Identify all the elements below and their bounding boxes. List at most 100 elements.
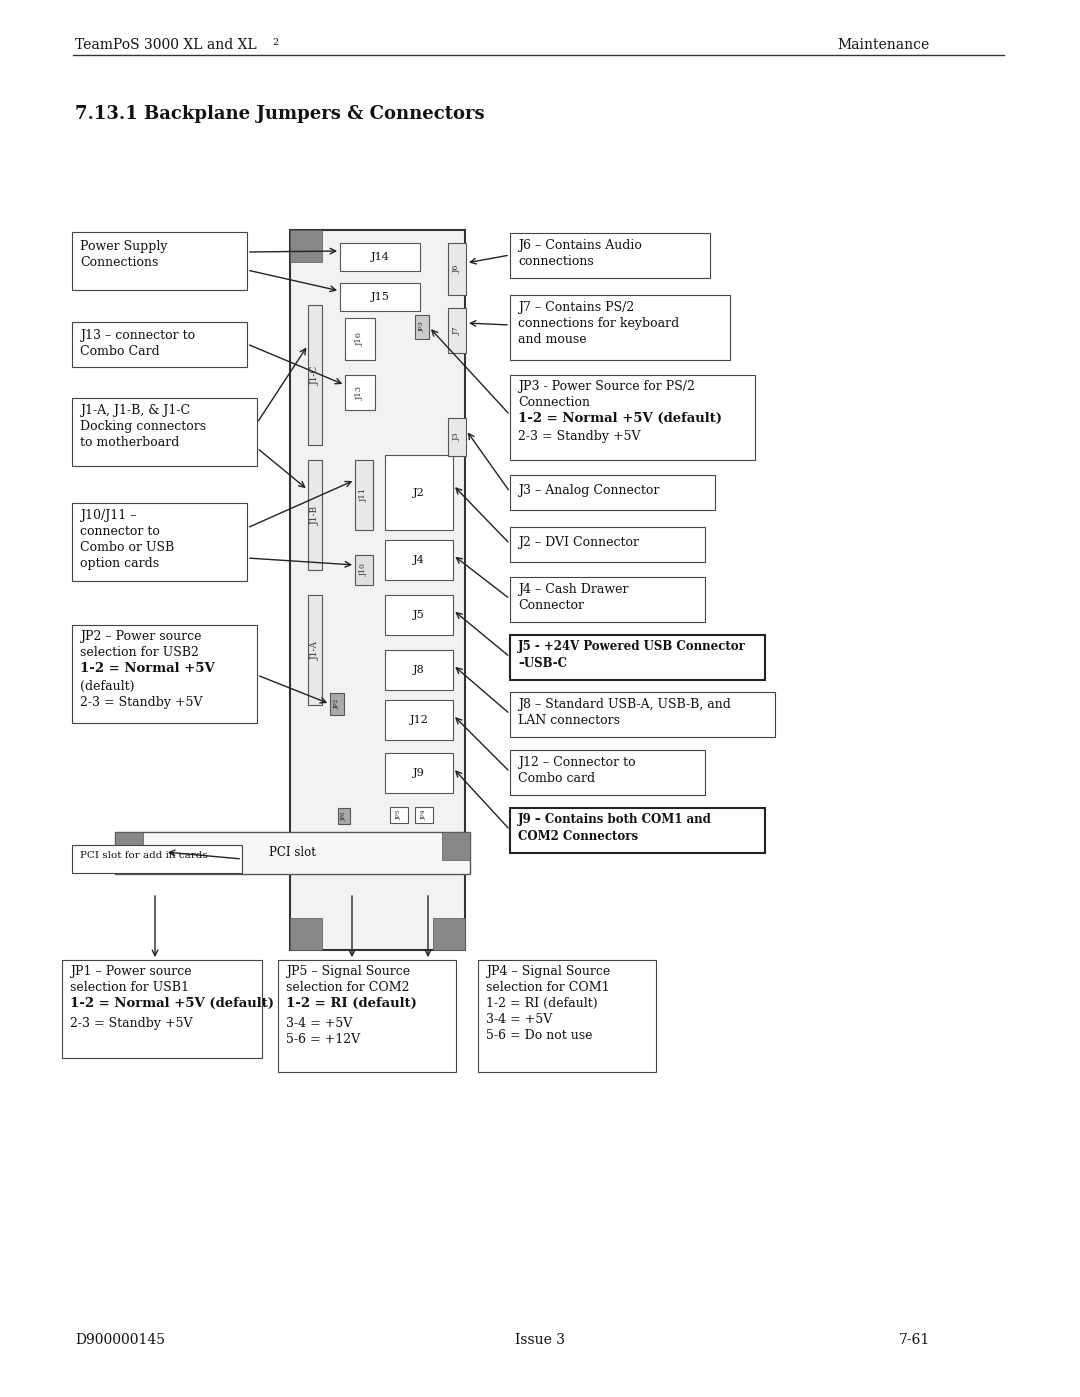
Text: Connections: Connections — [80, 256, 159, 270]
Text: 1-2 = Normal +5V (default): 1-2 = Normal +5V (default) — [518, 412, 723, 425]
Bar — [72, 503, 247, 581]
Text: J15: J15 — [370, 292, 390, 302]
Text: JP6: JP6 — [341, 812, 347, 821]
Bar — [278, 960, 456, 1071]
Bar — [510, 750, 705, 795]
Text: J10: J10 — [360, 563, 368, 577]
Bar — [340, 243, 420, 271]
Text: selection for USB2: selection for USB2 — [80, 645, 199, 659]
Text: and mouse: and mouse — [518, 332, 586, 346]
Text: 3-4 = +5V: 3-4 = +5V — [286, 1017, 352, 1030]
Text: Maintenance: Maintenance — [838, 38, 930, 52]
Bar — [72, 321, 247, 367]
Text: selection for COM2: selection for COM2 — [286, 981, 409, 995]
Text: J13: J13 — [356, 386, 364, 400]
Text: J1-A, J1-B, & J1-C: J1-A, J1-B, & J1-C — [80, 404, 190, 416]
Text: connections: connections — [518, 256, 594, 268]
Text: J2: J2 — [414, 488, 424, 497]
Text: Issue 3: Issue 3 — [515, 1333, 565, 1347]
Text: JP3 - Power Source for PS/2: JP3 - Power Source for PS/2 — [518, 380, 694, 393]
Bar — [448, 418, 465, 455]
Bar — [415, 807, 433, 823]
Text: JP3: JP3 — [419, 321, 424, 332]
Text: J12: J12 — [409, 715, 429, 725]
Text: J9 – Contains both COM1 and: J9 – Contains both COM1 and — [518, 813, 712, 826]
Bar — [62, 960, 262, 1058]
Bar — [433, 918, 465, 950]
Bar — [510, 577, 705, 622]
Text: JP1 – Power source: JP1 – Power source — [70, 965, 191, 978]
Bar — [338, 807, 350, 824]
Bar — [390, 807, 408, 823]
Text: J13 – connector to: J13 – connector to — [80, 330, 195, 342]
Text: JP5: JP5 — [396, 810, 402, 820]
Text: selection for COM1: selection for COM1 — [486, 981, 609, 995]
Text: J14: J14 — [370, 251, 390, 263]
Bar — [510, 807, 765, 854]
Text: PCI slot for add in cards: PCI slot for add in cards — [80, 851, 207, 861]
Text: J8: J8 — [414, 665, 424, 675]
Bar — [291, 231, 322, 263]
Text: J7 – Contains PS/2: J7 – Contains PS/2 — [518, 300, 634, 314]
Text: –USB-C: –USB-C — [518, 657, 567, 671]
Text: J10/J11 –: J10/J11 – — [80, 509, 136, 522]
Text: 2: 2 — [272, 38, 279, 47]
Text: J1-B: J1-B — [311, 506, 320, 524]
Text: 2-3 = Standby +5V: 2-3 = Standby +5V — [518, 430, 640, 443]
Text: 7-61: 7-61 — [899, 1333, 930, 1347]
Bar — [72, 398, 257, 467]
Bar — [384, 455, 453, 529]
Bar — [72, 845, 242, 873]
Bar — [114, 833, 470, 875]
Bar — [355, 460, 373, 529]
Text: J12 – Connector to: J12 – Connector to — [518, 756, 636, 768]
Bar — [291, 231, 465, 950]
Bar — [510, 527, 705, 562]
Bar — [114, 833, 143, 861]
Bar — [308, 460, 322, 570]
Text: J2 – DVI Connector: J2 – DVI Connector — [518, 536, 639, 549]
Text: connections for keyboard: connections for keyboard — [518, 317, 679, 330]
Text: connector to: connector to — [80, 525, 160, 538]
Text: J3 – Analog Connector: J3 – Analog Connector — [518, 483, 660, 497]
Text: Combo or USB: Combo or USB — [80, 541, 174, 555]
Text: J7: J7 — [453, 326, 461, 335]
Text: J5: J5 — [414, 610, 424, 620]
Text: PCI slot: PCI slot — [269, 847, 316, 859]
Bar — [384, 650, 453, 690]
Text: TeamPoS 3000 XL and XL: TeamPoS 3000 XL and XL — [75, 38, 257, 52]
Text: J11: J11 — [360, 488, 368, 502]
Text: 1-2 = Normal +5V: 1-2 = Normal +5V — [80, 662, 215, 675]
Bar — [510, 374, 755, 460]
Text: D900000145: D900000145 — [75, 1333, 165, 1347]
Bar — [510, 692, 775, 738]
Text: 2-3 = Standby +5V: 2-3 = Standby +5V — [80, 696, 203, 710]
Bar — [72, 624, 257, 724]
Text: 1-2 = RI (default): 1-2 = RI (default) — [486, 997, 597, 1010]
Bar — [291, 918, 322, 950]
Text: J9: J9 — [414, 768, 424, 778]
Text: 5-6 = +12V: 5-6 = +12V — [286, 1032, 360, 1046]
Text: J1-C: J1-C — [311, 365, 320, 384]
Text: J4 – Cash Drawer: J4 – Cash Drawer — [518, 583, 629, 597]
Text: J8 – Standard USB-A, USB-B, and: J8 – Standard USB-A, USB-B, and — [518, 698, 731, 711]
Bar — [345, 374, 375, 409]
Text: Power Supply: Power Supply — [80, 240, 167, 253]
Text: Docking connectors: Docking connectors — [80, 420, 206, 433]
Bar — [308, 305, 322, 446]
Text: 2-3 = Standby +5V: 2-3 = Standby +5V — [70, 1017, 192, 1030]
Text: Connection: Connection — [518, 395, 590, 409]
Text: 1-2 = Normal +5V (default): 1-2 = Normal +5V (default) — [70, 997, 274, 1010]
Bar — [510, 295, 730, 360]
Text: JP5 – Signal Source: JP5 – Signal Source — [286, 965, 410, 978]
Text: 5-6 = Do not use: 5-6 = Do not use — [486, 1030, 593, 1042]
Text: selection for USB1: selection for USB1 — [70, 981, 189, 995]
Bar — [510, 233, 710, 278]
Bar — [72, 232, 247, 291]
Bar — [384, 595, 453, 636]
Bar — [415, 314, 429, 339]
Bar — [308, 595, 322, 705]
Text: option cards: option cards — [80, 557, 159, 570]
Bar — [478, 960, 656, 1071]
Text: J6: J6 — [453, 264, 461, 274]
